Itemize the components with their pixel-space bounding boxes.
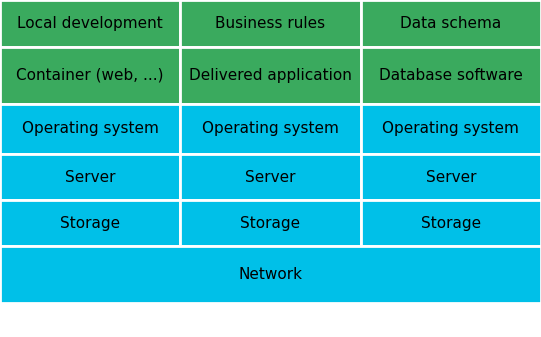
Text: Network: Network — [239, 267, 302, 282]
Bar — [180, 47, 361, 104]
Text: Data schema: Data schema — [400, 16, 502, 31]
Bar — [180, 154, 361, 200]
Text: Operating system: Operating system — [382, 122, 519, 136]
Bar — [0, 154, 180, 200]
Text: Local development: Local development — [17, 16, 163, 31]
Bar — [361, 47, 541, 104]
Bar — [361, 154, 541, 200]
Bar — [180, 104, 361, 154]
Bar — [0, 246, 541, 303]
Bar — [0, 47, 180, 104]
Bar — [180, 200, 361, 246]
Text: Server: Server — [65, 170, 115, 184]
Bar — [0, 104, 180, 154]
Text: Server: Server — [426, 170, 476, 184]
Bar — [361, 200, 541, 246]
Text: Operating system: Operating system — [22, 122, 159, 136]
Text: Storage: Storage — [240, 215, 301, 231]
Text: Operating system: Operating system — [202, 122, 339, 136]
Text: Database software: Database software — [379, 68, 523, 83]
Bar — [361, 104, 541, 154]
Bar — [0, 0, 180, 47]
Text: Server: Server — [245, 170, 296, 184]
Text: Business rules: Business rules — [215, 16, 326, 31]
Bar — [0, 200, 180, 246]
Text: Storage: Storage — [60, 215, 120, 231]
Bar — [180, 0, 361, 47]
Text: Container (web, ...): Container (web, ...) — [16, 68, 164, 83]
Text: Storage: Storage — [421, 215, 481, 231]
Bar — [361, 0, 541, 47]
Text: Delivered application: Delivered application — [189, 68, 352, 83]
